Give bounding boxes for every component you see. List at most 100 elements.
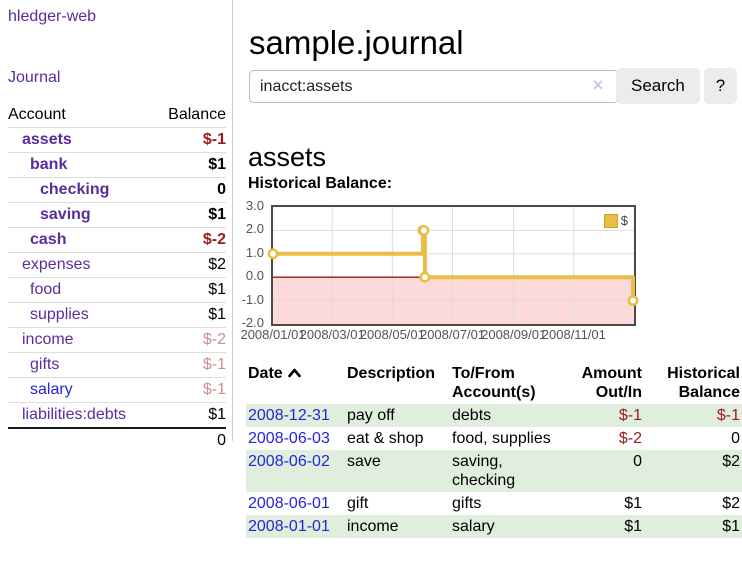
register-row: 2008-06-03 eat & shop food, supplies $-2… bbox=[246, 427, 742, 450]
transaction-balance: $2 bbox=[644, 450, 742, 492]
register-row: 2008-06-02 save saving, checking 0 $2 bbox=[246, 450, 742, 492]
account-row: checking 0 bbox=[8, 177, 226, 202]
transaction-description: pay off bbox=[345, 404, 450, 427]
account-balance: $-2 bbox=[202, 331, 226, 348]
transaction-date-link[interactable]: 2008-01-01 bbox=[248, 518, 330, 535]
chart-legend: $ bbox=[601, 212, 630, 229]
y-tick-label: 0.0 bbox=[245, 268, 264, 284]
account-balance: $-2 bbox=[202, 231, 226, 248]
account-balance: 0 bbox=[217, 181, 226, 198]
account-link-liabilities-debts[interactable]: liabilities:debts bbox=[22, 406, 127, 423]
account-link-saving[interactable]: saving bbox=[40, 206, 91, 223]
y-tick-label: 1.0 bbox=[245, 244, 264, 260]
account-balance: $2 bbox=[208, 256, 226, 273]
help-button[interactable]: ? bbox=[704, 68, 737, 104]
transaction-accounts: gifts bbox=[452, 495, 482, 512]
x-tick-label: 2008/03/01 bbox=[299, 327, 365, 342]
accounts-header-account: Account bbox=[8, 106, 66, 123]
account-row: liabilities:debts $1 bbox=[8, 402, 226, 427]
accounts-header-balance: Balance bbox=[168, 106, 226, 123]
transaction-date-link[interactable]: 2008-06-01 bbox=[248, 495, 330, 512]
app-title-link[interactable]: hledger-web bbox=[8, 8, 97, 25]
transaction-amount: $-1 bbox=[560, 404, 644, 427]
register-row: 2008-12-31 pay off debts $-1 $-1 bbox=[246, 404, 742, 427]
account-link-cash[interactable]: cash bbox=[30, 231, 67, 248]
x-tick-label: 2008/11/01 bbox=[541, 327, 606, 342]
transaction-date-link[interactable]: 2008-06-02 bbox=[248, 453, 330, 470]
legend-swatch-icon bbox=[603, 213, 618, 228]
account-link-gifts[interactable]: gifts bbox=[30, 356, 60, 373]
chart-x-axis-labels: 2008/01/01 2008/03/01 2008/05/01 2008/07/01… bbox=[240, 327, 634, 343]
account-row: gifts $-1 bbox=[8, 352, 226, 377]
account-link-checking[interactable]: checking bbox=[40, 181, 110, 198]
account-row: cash $-2 bbox=[8, 227, 226, 252]
x-tick-label: 2008/05/01 bbox=[359, 327, 425, 342]
y-tick-label: -2.0 bbox=[241, 315, 264, 330]
account-link-salary[interactable]: salary bbox=[30, 381, 73, 398]
transaction-balance: $-1 bbox=[644, 404, 742, 427]
transaction-accounts: saving, checking bbox=[450, 450, 560, 492]
search-input[interactable] bbox=[249, 70, 619, 103]
account-row: income $-2 bbox=[8, 327, 226, 352]
accounts-total-row: 0 bbox=[8, 427, 226, 453]
chart-y-axis-labels: 3.0 2.0 1.0 0.0 -1.0 -2.0 bbox=[232, 199, 266, 330]
transaction-description: eat & shop bbox=[347, 430, 424, 447]
transaction-description: gift bbox=[347, 495, 369, 512]
account-row: food $1 bbox=[8, 277, 226, 302]
balance-chart-svg bbox=[267, 207, 639, 324]
account-row: bank $1 bbox=[8, 152, 226, 177]
column-header-date[interactable]: Date bbox=[246, 362, 345, 404]
accounts-table-header: Account Balance bbox=[8, 103, 226, 127]
account-balance: $-1 bbox=[202, 381, 226, 398]
account-heading: assets bbox=[248, 142, 327, 173]
column-header-accounts: To/From Account(s) bbox=[452, 365, 536, 401]
transaction-balance: $1 bbox=[644, 515, 742, 538]
account-link-supplies[interactable]: supplies bbox=[30, 306, 89, 323]
account-link-assets[interactable]: assets bbox=[22, 131, 72, 148]
sidebar-item-journal[interactable]: Journal bbox=[8, 69, 61, 86]
transaction-amount: $-2 bbox=[618, 430, 642, 447]
register-row: 2008-01-01 income salary $1 $1 bbox=[246, 515, 742, 538]
transaction-accounts: food, supplies bbox=[452, 430, 551, 447]
account-balance: $1 bbox=[208, 406, 226, 423]
accounts-total-value: 0 bbox=[217, 432, 226, 449]
sort-ascending-icon bbox=[287, 364, 301, 383]
account-link-expenses[interactable]: expenses bbox=[22, 256, 91, 273]
account-balance: $1 bbox=[208, 206, 226, 223]
account-link-food[interactable]: food bbox=[30, 281, 62, 298]
register-row: 2008-06-01 gift gifts $1 $2 bbox=[246, 492, 742, 515]
account-balance: $1 bbox=[208, 281, 226, 298]
register-header-row: Date Description To/From Account(s) Amoun… bbox=[246, 362, 742, 404]
column-header-amount: Amount Out/In bbox=[581, 365, 642, 401]
transaction-accounts: debts bbox=[450, 404, 560, 427]
account-row: expenses $2 bbox=[8, 252, 226, 277]
account-row: saving $1 bbox=[8, 202, 226, 227]
y-tick-label: 2.0 bbox=[245, 221, 264, 237]
account-row: salary $-1 bbox=[8, 377, 226, 402]
transaction-description: save bbox=[345, 450, 450, 492]
account-row: assets $-1 bbox=[8, 127, 226, 152]
transaction-amount: $1 bbox=[624, 495, 642, 512]
account-balance: $-1 bbox=[202, 131, 226, 148]
account-link-bank[interactable]: bank bbox=[30, 156, 68, 173]
page-title: sample.journal bbox=[249, 24, 464, 62]
account-link-income[interactable]: income bbox=[22, 331, 74, 348]
column-header-date-label: Date bbox=[248, 365, 283, 382]
y-tick-label: 3.0 bbox=[245, 198, 264, 213]
transaction-balance: 0 bbox=[731, 430, 740, 447]
account-balance: $1 bbox=[208, 156, 226, 173]
sidebar: hledger-web Journal Account Balance asse… bbox=[0, 0, 233, 449]
clear-search-icon[interactable]: × bbox=[592, 75, 604, 95]
account-row: supplies $1 bbox=[8, 302, 226, 327]
transaction-amount: 0 bbox=[560, 450, 644, 492]
transaction-accounts: salary bbox=[450, 515, 560, 538]
transaction-date-link[interactable]: 2008-12-31 bbox=[248, 407, 330, 424]
search-button[interactable]: Search bbox=[616, 68, 700, 104]
account-balance: $1 bbox=[208, 306, 226, 323]
transaction-date-link[interactable]: 2008-06-03 bbox=[248, 430, 330, 447]
column-header-description: Description bbox=[347, 365, 436, 382]
legend-label: $ bbox=[620, 213, 628, 228]
register-table: Date Description To/From Account(s) Amoun… bbox=[246, 362, 742, 538]
x-tick-label: 2008/01/01 bbox=[240, 327, 306, 342]
balance-chart[interactable]: $ bbox=[267, 205, 639, 326]
